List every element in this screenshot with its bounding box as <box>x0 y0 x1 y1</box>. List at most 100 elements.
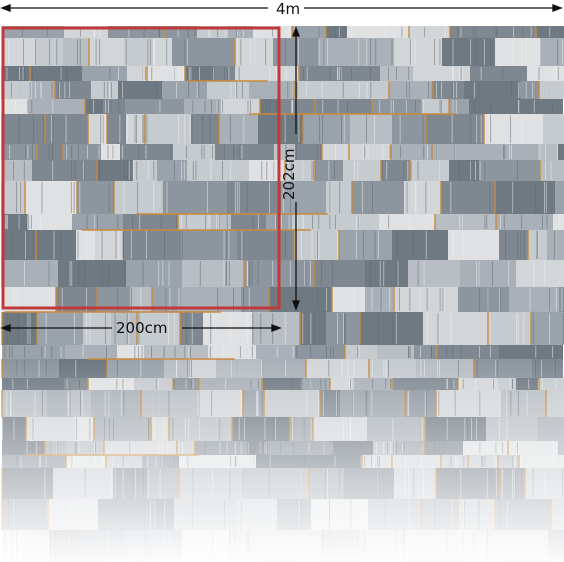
panel-highlight-frame <box>1 26 281 310</box>
carpet-tile <box>345 345 377 359</box>
carpet-tile <box>543 114 564 144</box>
carpet-tile <box>120 144 173 160</box>
carpet-tile <box>294 230 339 260</box>
carpet-tile <box>314 260 365 287</box>
carpet-tile <box>107 114 126 144</box>
carpet-tile <box>231 214 266 230</box>
carpet-tile <box>244 260 265 287</box>
carpet-tile <box>300 312 326 345</box>
carpet-tile <box>555 181 564 214</box>
carpet-tile <box>279 181 326 214</box>
carpet-tile <box>372 99 421 114</box>
carpet-tile <box>357 81 389 99</box>
carpet-tile <box>495 38 540 66</box>
carpet-tile <box>295 345 345 359</box>
carpet-tile <box>448 230 499 260</box>
carpet-tile <box>426 114 484 144</box>
carpet-tile <box>45 114 88 144</box>
carpet-tile <box>365 287 394 312</box>
carpet-tile <box>539 81 564 99</box>
carpet-tile <box>469 99 511 114</box>
carpet-tile <box>28 99 85 114</box>
carpet-tile <box>2 66 30 81</box>
carpet-tile <box>191 114 219 144</box>
carpet-tile <box>185 66 215 81</box>
panel-height-dimension-line <box>292 26 300 311</box>
carpet-tile <box>77 181 114 214</box>
carpet-tile <box>37 345 65 359</box>
carpet-tile <box>315 99 372 114</box>
carpet-tile <box>235 66 299 81</box>
carpet-tile <box>349 144 391 160</box>
carpet-tile <box>343 160 381 181</box>
carpet-tile <box>65 345 117 359</box>
carpet-tile <box>211 214 231 230</box>
carpet-tile <box>147 66 185 81</box>
carpet-tile <box>28 214 72 230</box>
panel-width-label: 200cm <box>116 319 168 337</box>
carpet-tile <box>126 260 182 287</box>
carpet-tile <box>377 345 414 359</box>
carpet-tile <box>133 160 157 181</box>
carpet-tile <box>299 66 322 81</box>
carpet-tile <box>421 99 449 114</box>
carpet-tile <box>173 144 215 160</box>
carpet-tile <box>103 99 125 114</box>
carpet-tile <box>521 81 539 99</box>
carpet-tile <box>123 214 178 230</box>
carpet-tile <box>342 66 380 81</box>
carpet-tile <box>188 345 208 359</box>
carpet-tile <box>488 312 531 345</box>
carpet-tile <box>260 99 278 114</box>
carpet-tile <box>124 38 153 66</box>
carpet-tile <box>137 312 180 345</box>
carpet-tile <box>117 345 144 359</box>
carpet-tile <box>131 287 152 312</box>
carpet-tile <box>227 181 279 214</box>
carpet-tile <box>449 160 479 181</box>
carpet-tile <box>509 287 559 312</box>
carpet-tile <box>470 66 527 81</box>
carpet-tile <box>423 312 488 345</box>
carpet-tile <box>350 114 392 144</box>
carpet-tile <box>163 181 227 214</box>
carpet-tile <box>394 38 442 66</box>
carpet-tile <box>450 26 491 38</box>
carpet-tile <box>25 181 77 214</box>
carpet-tile <box>118 81 163 99</box>
carpet-tile <box>95 230 123 260</box>
carpet-tile <box>63 144 101 160</box>
carpet-tile <box>30 66 82 81</box>
carpet-tile <box>379 214 435 230</box>
carpet-tile <box>84 260 126 287</box>
carpet-tile <box>187 160 249 181</box>
carpet-tile <box>2 81 32 99</box>
carpet-tile <box>89 38 124 66</box>
carpet-tile <box>237 230 294 260</box>
carpet-tile <box>332 287 365 312</box>
carpet-tile <box>441 181 495 214</box>
carpet-tile <box>208 345 256 359</box>
carpet-tile <box>553 214 564 230</box>
carpet-tile <box>172 38 235 66</box>
carpet-tile <box>392 114 426 144</box>
carpet-tile <box>538 144 558 160</box>
carpet-tile <box>58 260 84 287</box>
carpet-tile <box>221 99 260 114</box>
carpet-tile <box>389 81 433 99</box>
carpet-tile <box>347 26 409 38</box>
carpet-tile <box>2 38 36 66</box>
carpet-tile <box>2 144 37 160</box>
carpet-tile <box>37 144 63 160</box>
carpet-tile <box>127 66 147 81</box>
carpet-tile <box>2 260 58 287</box>
carpet-tile <box>163 81 207 99</box>
carpet-tile <box>326 312 360 345</box>
carpet-tile <box>408 260 460 287</box>
carpet-tile <box>495 181 555 214</box>
carpet-tile <box>391 144 432 160</box>
carpet-tile <box>184 99 221 114</box>
carpet-tile <box>285 160 315 181</box>
carpet-tile <box>32 160 97 181</box>
